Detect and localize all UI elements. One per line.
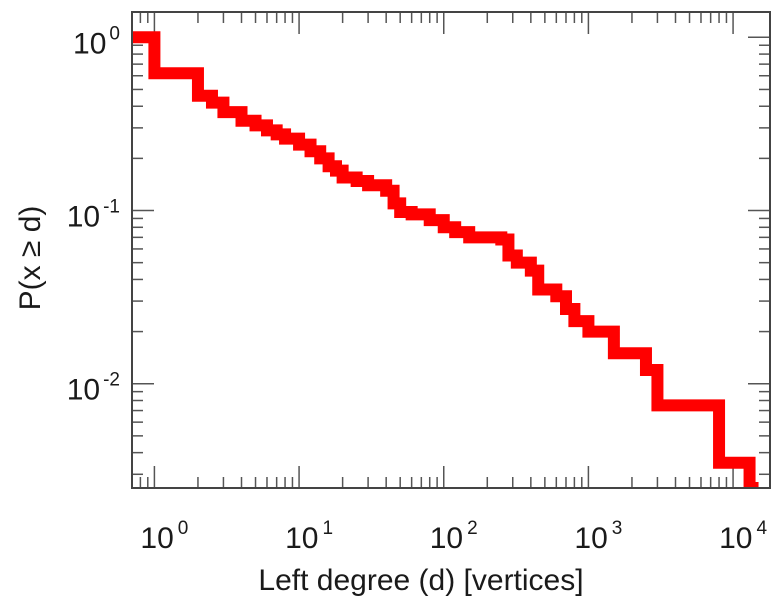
x-tick-label: 10 0 bbox=[140, 518, 188, 555]
series-line bbox=[132, 31, 759, 488]
plot-frame bbox=[131, 11, 771, 489]
y-tick-label: 10 -1 bbox=[67, 197, 120, 234]
x-tick-label: 10 3 bbox=[574, 518, 622, 555]
series-layer bbox=[132, 31, 759, 488]
y-tick-label: 10 0 bbox=[73, 23, 120, 60]
x-axis-label: Left degree (d) [vertices] bbox=[258, 564, 583, 597]
x-tick-label: 10 1 bbox=[285, 518, 333, 555]
y-axis-label: P(x ≥ d) bbox=[14, 206, 47, 311]
x-tick-label: 10 2 bbox=[430, 518, 478, 555]
x-tick-label: 10 4 bbox=[719, 518, 767, 555]
tick-labels: 10 0 10 1 10 2 10 3 10 4 10 0 10 -1 10 -2 bbox=[67, 23, 768, 555]
y-tick-label: 10 -2 bbox=[67, 370, 120, 407]
axis-ticks bbox=[131, 12, 770, 488]
